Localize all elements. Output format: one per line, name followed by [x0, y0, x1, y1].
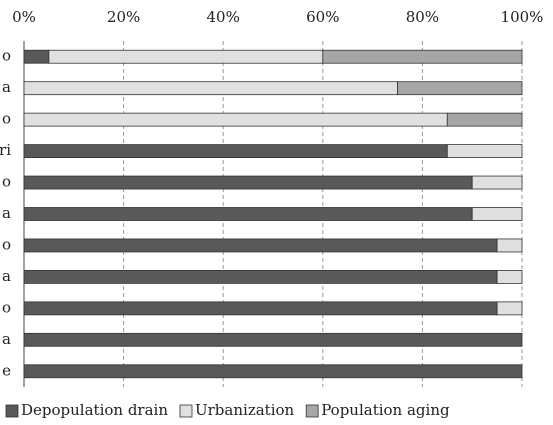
- bar-segment: [23, 301, 498, 316]
- y-tick-label: o: [2, 173, 11, 191]
- bar-segment: [23, 81, 398, 96]
- bar-segment: [23, 270, 498, 284]
- x-tick-label: 80%: [406, 8, 439, 26]
- y-tick-label: a: [2, 204, 11, 222]
- y-tick-label: a: [2, 78, 11, 96]
- y-tick-label: o: [2, 110, 11, 128]
- y-tick-label: o: [2, 235, 11, 253]
- x-tick-label: 0%: [12, 8, 36, 26]
- bar-segment: [446, 112, 523, 127]
- y-tick-label: a: [2, 267, 11, 285]
- bar-segment: [471, 175, 523, 190]
- legend-swatch: [5, 404, 19, 418]
- bar-segment: [322, 49, 523, 64]
- legend-swatch: [305, 404, 319, 418]
- bar-segment: [23, 364, 523, 379]
- y-tick-label: ri: [0, 141, 11, 159]
- bar-segment: [23, 175, 473, 190]
- bar-segment: [23, 332, 523, 347]
- bar-segment: [23, 144, 448, 158]
- bar-segment: [23, 207, 473, 221]
- bar-segment: [48, 49, 324, 64]
- legend-label: Depopulation drain: [21, 401, 168, 419]
- x-tick-label: 100%: [501, 8, 544, 26]
- bar-segment: [23, 112, 448, 127]
- y-tick-label: o: [2, 47, 11, 65]
- x-tick-label: 20%: [107, 8, 140, 26]
- bar-segment: [446, 144, 523, 158]
- legend-label: Urbanization: [195, 401, 295, 419]
- bar-segment: [496, 270, 523, 284]
- bar-segment: [23, 49, 50, 64]
- legend-swatch: [179, 404, 193, 418]
- legend-label: Population aging: [321, 401, 450, 419]
- y-tick-label: o: [2, 298, 11, 316]
- x-tick-label: 40%: [207, 8, 240, 26]
- y-tick-label: e: [2, 361, 11, 379]
- y-tick-label: a: [2, 330, 11, 348]
- bar-segment: [496, 301, 523, 316]
- bar-segment: [23, 238, 498, 253]
- bar-segment: [471, 207, 523, 221]
- x-tick-label: 60%: [306, 8, 339, 26]
- bar-segment: [496, 238, 523, 253]
- bar-segment: [397, 81, 523, 96]
